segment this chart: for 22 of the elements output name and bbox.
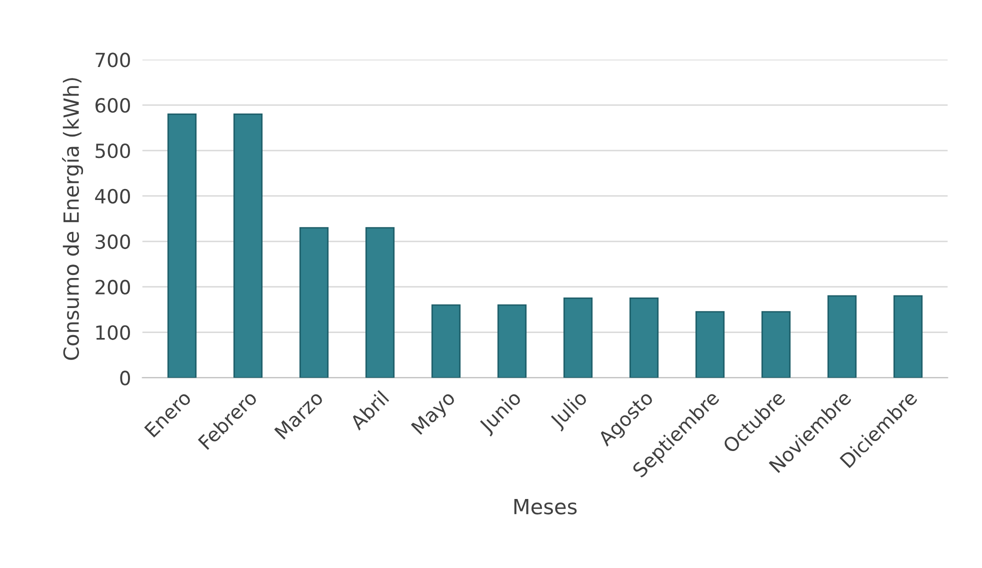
bar (167, 113, 197, 378)
y-tick-label: 700 (96, 52, 130, 68)
bar (695, 311, 725, 378)
x-axis-title: Meses (514, 498, 577, 514)
bar (893, 295, 923, 378)
bar (827, 295, 857, 378)
y-tick-label: 100 (96, 325, 130, 340)
bar (563, 298, 593, 378)
y-axis-title: Consumo de Energía (kWh) (62, 78, 84, 360)
bar (761, 311, 791, 378)
y-tick-label: 600 (96, 98, 130, 113)
y-tick-label: 500 (96, 143, 130, 158)
y-tick-label: 0 (120, 370, 130, 386)
bar (365, 227, 395, 378)
bar (629, 298, 659, 378)
bar (233, 113, 263, 378)
y-tick-label: 400 (95, 188, 130, 204)
bar (431, 304, 461, 378)
y-tick-label: 200 (96, 280, 130, 295)
bar (497, 304, 527, 378)
y-tick-label: 300 (96, 234, 130, 250)
bar (299, 227, 329, 378)
